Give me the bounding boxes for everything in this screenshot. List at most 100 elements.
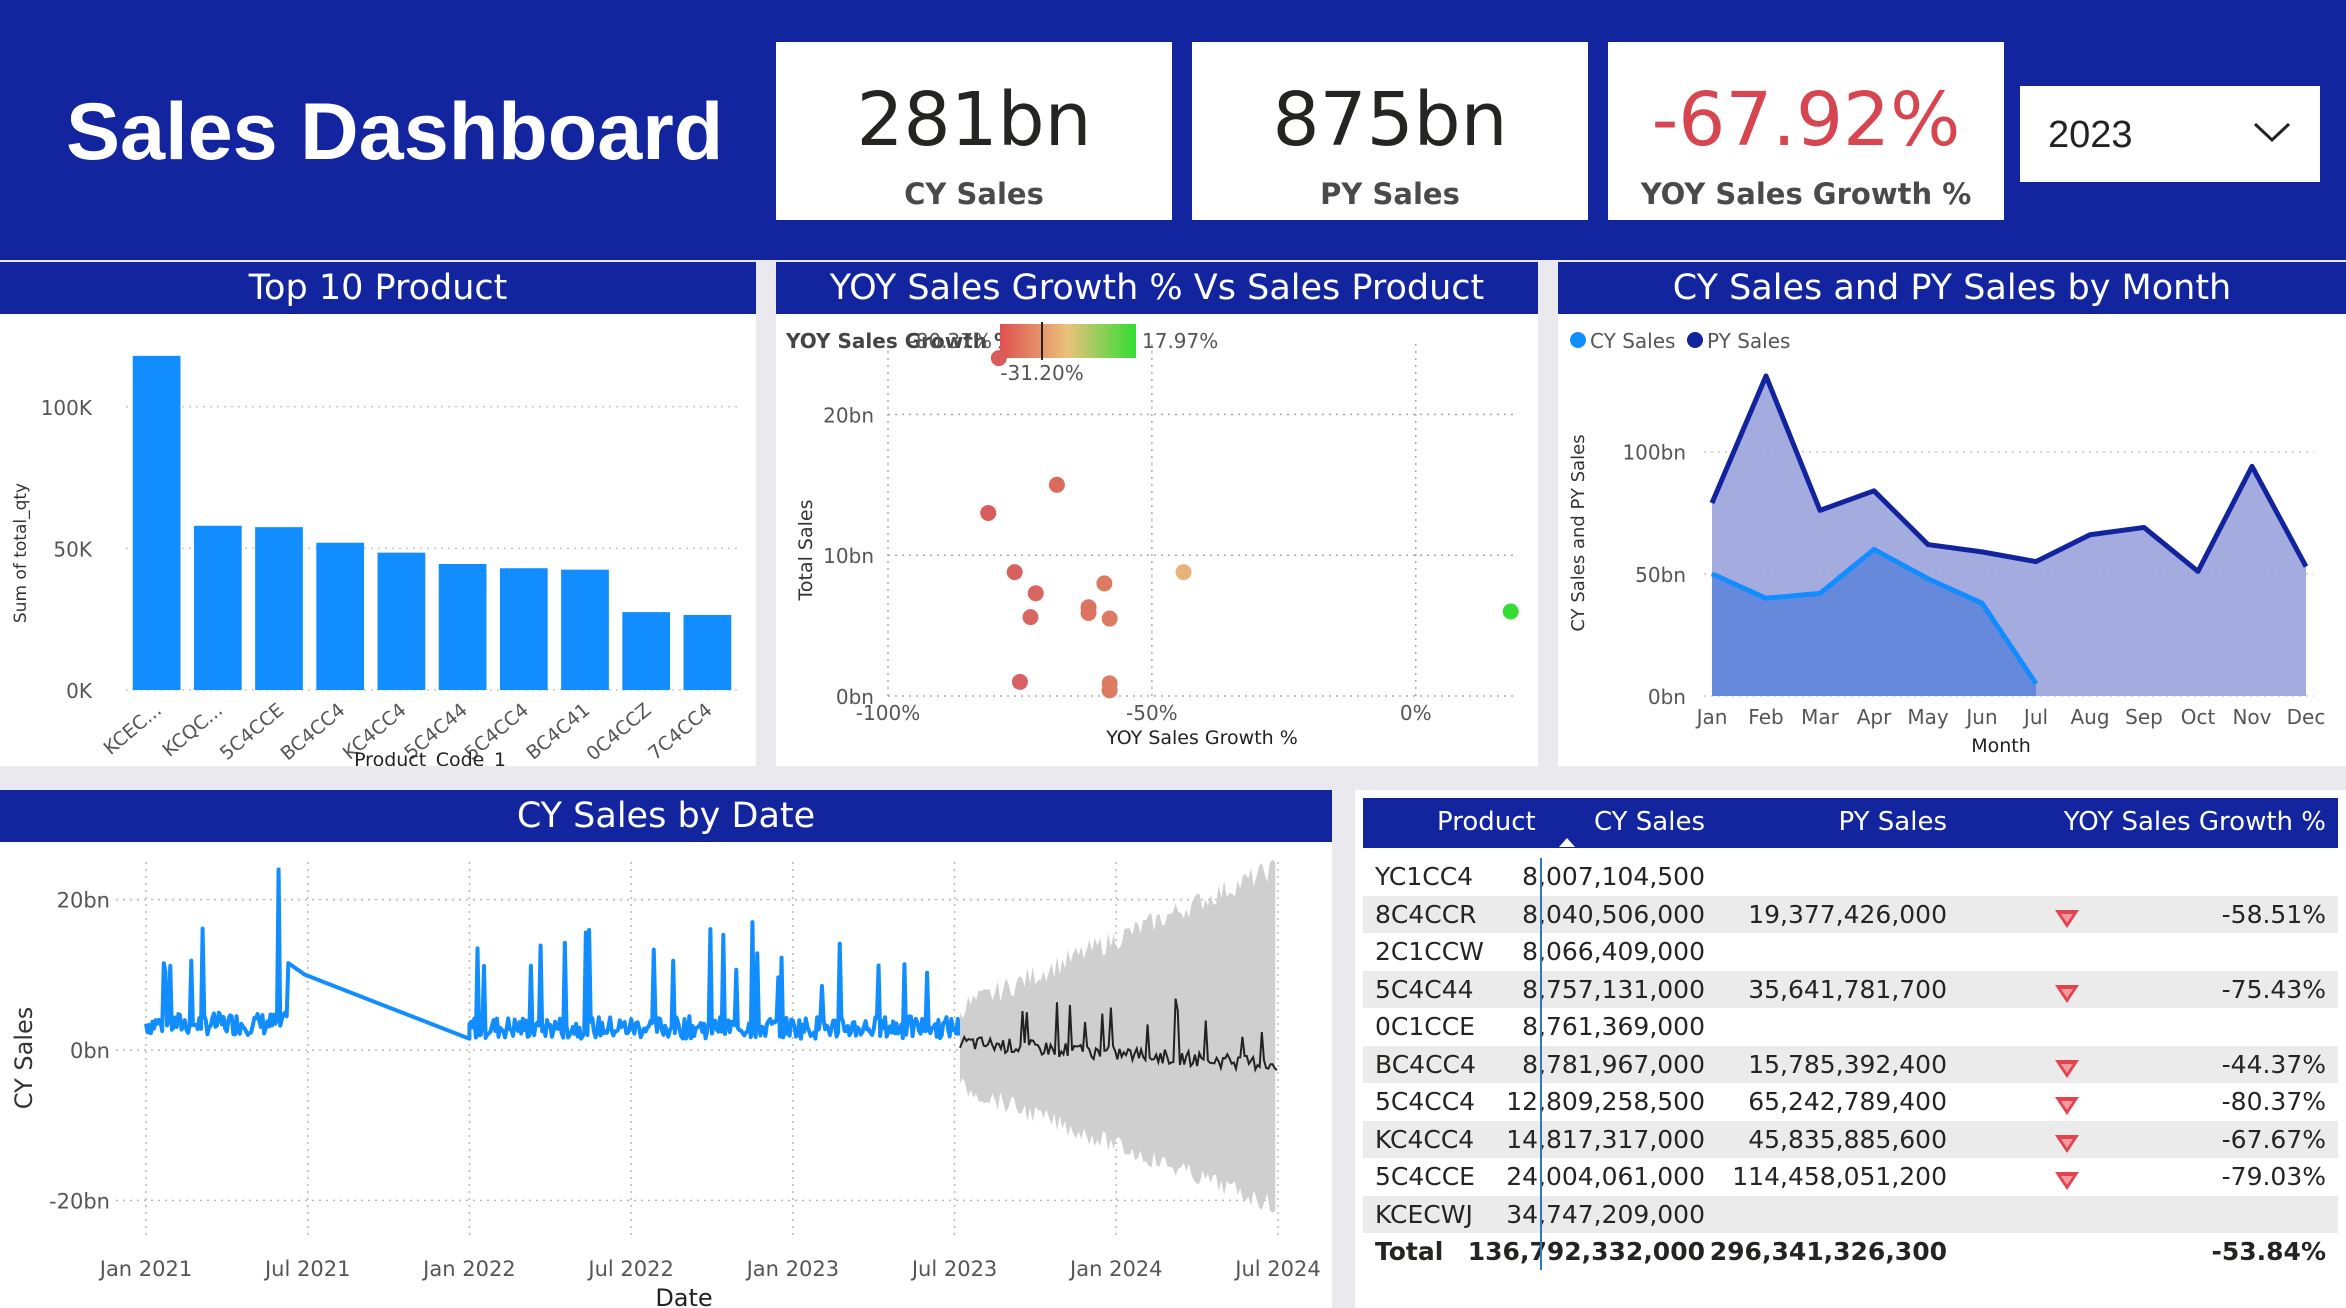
bar: [132, 355, 181, 690]
sort-ascending-icon[interactable]: [1559, 838, 1575, 847]
legend-label-cy: CY Sales: [1590, 329, 1675, 353]
down-triangle-icon: [2053, 904, 2081, 928]
legend-min-label: -80.37%: [909, 329, 992, 353]
x-tick-label: Mar: [1801, 705, 1840, 729]
sales-table: Product CY Sales PY Sales YOY Sales Grow…: [1355, 790, 2346, 1308]
x-tick-label: 7C4CC4: [644, 699, 716, 765]
y-tick-label: 100K: [41, 396, 93, 420]
y-tick-label: 0K: [66, 679, 93, 703]
column-header-py-sales[interactable]: PY Sales: [1838, 807, 1947, 837]
cell-cy-sales: 8,066,409,000: [1522, 937, 1705, 966]
monthly-area-chart: CY Sales PY Sales 0bn 50bn 100bn Jan Feb Mar Apr…: [1568, 329, 2326, 757]
x-tick-label: Dec: [2287, 705, 2326, 729]
table-row[interactable]: 8C4CCR 8,040,506,000 19,377,426,000 -58.51%: [1363, 895, 2338, 933]
x-tick-label: KCQC...: [158, 699, 227, 762]
table-total-row: Total 136,792,332,000 296,341,326,300 -53.8…: [1363, 1233, 2338, 1271]
y-tick-label: -20bn: [49, 1189, 110, 1213]
scatter-point: [1101, 610, 1118, 627]
chevron-down-icon[interactable]: [2252, 116, 2292, 146]
cell-cy-sales: 8,761,369,000: [1522, 1012, 1705, 1041]
cell-product: BC4CC4: [1375, 1049, 1476, 1079]
scatter-point: [1006, 564, 1023, 581]
x-tick-label: Nov: [2232, 705, 2271, 729]
table-row[interactable]: 5C4C44 8,757,131,000 35,641,781,700 -75.43%: [1363, 970, 2338, 1008]
legend-label-py: PY Sales: [1707, 329, 1790, 353]
cell-py-sales: 19,377,426,000: [1748, 899, 1947, 929]
down-triangle-icon: [2053, 1054, 2081, 1078]
bar: [316, 542, 365, 690]
bar: [438, 563, 487, 690]
x-tick-label: Jul 2023: [910, 1257, 997, 1281]
x-tick-label: Apr: [1857, 705, 1892, 729]
column-header-cy-sales[interactable]: CY Sales: [1593, 807, 1705, 837]
table-row[interactable]: 5C4CCE 24,004,061,000 114,458,051,200 -79.0…: [1363, 1158, 2338, 1196]
by-date-panel: CY Sales by Date Jan 2021 Jul 2021 Jan 202…: [0, 790, 1332, 1308]
cell-py-sales: 296,341,326,300: [1709, 1237, 1947, 1266]
cy-area: [1712, 549, 2036, 696]
scatter-point: [1027, 585, 1044, 602]
bar: [193, 525, 242, 690]
table-row[interactable]: 0C1CCE 8,761,369,000: [1363, 1008, 2338, 1046]
top10-bar-chart: 0K50K100KKCEC...KCQC...5C4CCEBC4CC4KC4CC…: [11, 355, 738, 766]
x-tick-label: 5C4CCE: [216, 699, 288, 765]
x-tick-label: Jan 2022: [421, 1257, 516, 1281]
bar: [683, 614, 732, 690]
bar: [561, 569, 609, 690]
table-row[interactable]: KC4CC4 14,817,317,000 45,835,885,600 -67.67…: [1363, 1120, 2338, 1158]
cell-yoy: -58.51%: [2221, 899, 2326, 929]
kpi-card-yoy-growth[interactable]: -67.92% YOY Sales Growth %: [1608, 42, 2004, 220]
down-triangle-icon: [2053, 979, 2081, 1003]
forecast-band: [959, 859, 1276, 1213]
x-tick-label: 0%: [1400, 701, 1432, 725]
cell-cy-sales: 34,747,209,000: [1506, 1199, 1705, 1229]
column-header-yoy[interactable]: YOY Sales Growth %: [2063, 807, 2326, 837]
cell-py-sales: 45,835,885,600: [1748, 1124, 1947, 1154]
table-row[interactable]: BC4CC4 8,781,967,000 15,785,392,400 -44.37%: [1363, 1045, 2338, 1083]
table-header: Product CY Sales PY Sales YOY Sales Grow…: [1363, 798, 2338, 848]
cell-yoy: -44.37%: [2221, 1049, 2326, 1079]
panel-title: Top 10 Product: [0, 262, 756, 314]
x-tick-label: KCEC...: [100, 699, 166, 760]
yoy-scatter-chart: YOY Sales Growth %-80.37% 17.97%-31.20%-1…: [785, 322, 1519, 749]
down-triangle-icon: [2053, 1129, 2081, 1153]
table-row[interactable]: YC1CC4 8,007,104,500: [1363, 858, 2338, 896]
table-row[interactable]: KCECWJ 34,747,209,000: [1363, 1195, 2338, 1233]
kpi-value: 281bn: [856, 77, 1092, 163]
x-tick-label: Jul 2024: [1233, 1257, 1320, 1281]
x-tick-label: Jan 2023: [745, 1257, 840, 1281]
bar: [499, 568, 548, 690]
y-tick-label: 20bn: [57, 889, 110, 913]
year-slicer-dropdown[interactable]: 2023: [2020, 86, 2320, 182]
cell-cy-sales: 24,004,061,000: [1506, 1162, 1705, 1191]
legend-title: YOY Sales Growth %: [785, 329, 1014, 353]
scatter-point: [1048, 476, 1065, 493]
y-tick-label: 10bn: [823, 544, 874, 568]
cell-product: 8C4CCR: [1375, 899, 1477, 929]
table-row[interactable]: 2C1CCW 8,066,409,000: [1363, 933, 2338, 971]
legend-mid-label: -31.20%: [1000, 361, 1083, 385]
cell-cy-sales: 12,809,258,500: [1506, 1087, 1705, 1116]
table-row[interactable]: 5C4CC4 12,809,258,500 65,242,789,400 -80.37…: [1363, 1083, 2338, 1121]
x-tick-label: May: [1907, 705, 1949, 729]
cell-product: YC1CC4: [1375, 862, 1474, 891]
legend-max-label: 17.97%: [1142, 329, 1218, 353]
scatter-panel: YOY Sales Growth % Vs Sales Product YOY …: [776, 262, 1538, 766]
kpi-card-py-sales[interactable]: 875bn PY Sales: [1192, 42, 1588, 220]
bar: [377, 552, 426, 690]
x-tick-label: Sep: [2125, 705, 2163, 729]
scatter-point: [980, 504, 997, 521]
x-tick-label: Jun: [1964, 705, 1997, 729]
x-tick-label: Jul 2021: [263, 1257, 350, 1281]
cell-product: 0C1CCE: [1375, 1012, 1475, 1041]
y-tick-label: 0bn: [836, 685, 874, 709]
x-tick-label: Jul 2022: [586, 1257, 673, 1281]
kpi-label: CY Sales: [904, 177, 1044, 211]
x-tick-label: 0C4CCZ: [582, 699, 655, 765]
kpi-card-cy-sales[interactable]: 281bn CY Sales: [776, 42, 1172, 220]
kpi-label: PY Sales: [1320, 177, 1460, 211]
x-tick-label: -50%: [1126, 701, 1178, 725]
page-title: Sales Dashboard: [66, 87, 724, 177]
column-header-product[interactable]: Product: [1437, 807, 1536, 837]
x-tick-label: BC4CC4: [277, 699, 350, 765]
x-axis-title: Month: [1971, 735, 2031, 757]
